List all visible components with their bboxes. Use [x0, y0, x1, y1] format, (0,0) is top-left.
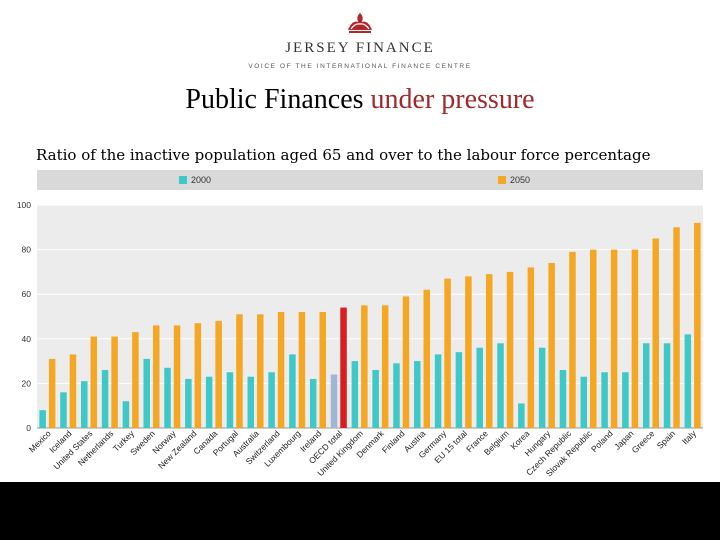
slide-title-main: Public Finances: [185, 84, 364, 115]
bar-2050: [569, 251, 576, 428]
bar-2000: [497, 343, 504, 428]
bar-2050: [90, 336, 98, 428]
bar-2050: [590, 249, 597, 428]
bar-2050: [694, 222, 701, 428]
bar-2050: [610, 249, 618, 428]
bar-2050: [402, 296, 410, 428]
bar-2050: [548, 262, 555, 428]
bar-2000: [143, 358, 150, 428]
y-tick-label: 40: [22, 334, 32, 344]
slide-title-accent: under pressure: [370, 84, 535, 115]
y-tick-label: 0: [26, 423, 31, 433]
bar-2000: [622, 372, 629, 428]
bar-2000: [185, 378, 192, 428]
bar-2000: [101, 370, 109, 428]
x-tick-label: Spain: [655, 428, 678, 451]
bar-2000: [81, 381, 88, 428]
y-tick-label: 60: [22, 289, 32, 299]
x-tick-label: Finland: [380, 428, 407, 455]
bar-2000: [434, 354, 442, 428]
bar-2050: [319, 312, 326, 428]
bar-2000: [122, 401, 130, 428]
slide-title: Public Finances under pressure: [0, 84, 720, 116]
bar-2050: [132, 332, 139, 428]
bar-2050: [48, 358, 56, 428]
bar-2050: [173, 325, 181, 428]
bar-2000: [684, 334, 692, 428]
bar-2000: [60, 392, 67, 428]
bar-2000: [601, 372, 608, 428]
bar-2000: [351, 361, 359, 428]
bar-2000: [393, 363, 400, 428]
bar-2050: [111, 336, 118, 428]
bar-2050: [652, 238, 659, 428]
bar-2000: [663, 343, 671, 428]
bar-2000: [289, 354, 296, 428]
bar-2050: [527, 267, 535, 428]
bar-2000: [518, 403, 525, 428]
bar-2050: [340, 307, 347, 428]
legend-label-2000: 2000: [191, 175, 211, 185]
bar-2000: [268, 372, 275, 428]
bar-2050: [465, 276, 472, 428]
bar-2050: [444, 278, 451, 428]
bar-2000: [205, 376, 213, 428]
bar-chart: 2000 2050 0 20 40 60 80 100 Mexico Iceland United …: [0, 162, 720, 482]
footer-bar: [0, 482, 720, 540]
bar-2050: [361, 305, 368, 428]
bar-2050: [194, 323, 202, 428]
x-tick-label: Poland: [589, 428, 615, 454]
bar-2000: [247, 376, 255, 428]
bar-2000: [559, 370, 567, 428]
bar-2050: [506, 271, 514, 428]
legend-swatch-2050: [498, 176, 506, 184]
brand-tagline: VOICE OF THE INTERNATIONAL FINANCE CENTR…: [248, 63, 472, 70]
jersey-finance-logo: JERSEY FINANCE VOICE OF THE INTERNATIONA…: [0, 10, 720, 80]
chart-subtitle: Ratio of the inactive population aged 65…: [36, 146, 651, 164]
bar-2050: [257, 314, 264, 428]
bar-2050: [69, 354, 77, 428]
bar-2050: [631, 249, 639, 428]
bar-2000: [330, 374, 338, 428]
bar-2050: [277, 312, 285, 428]
bar-2000: [580, 376, 588, 428]
legend-label-2050: 2050: [510, 175, 530, 185]
bar-2050: [298, 312, 306, 428]
bar-2000: [414, 361, 421, 428]
bar-2050: [485, 274, 493, 428]
bar-2050: [381, 305, 389, 428]
bar-2000: [476, 347, 483, 428]
bar-2050: [215, 320, 222, 428]
bar-2050: [236, 314, 243, 428]
y-tick-label: 80: [22, 245, 32, 255]
legend-swatch-2000: [179, 176, 187, 184]
brand-name: JERSEY FINANCE: [285, 40, 435, 56]
bar-2050: [673, 227, 680, 428]
chart-svg: 2000 2050020406080100MexicoIcelandUnited …: [17, 170, 703, 479]
bar-2000: [309, 378, 317, 428]
crest-icon: [348, 13, 372, 33]
bar-2000: [226, 372, 234, 428]
bar-2000: [455, 352, 463, 428]
bar-2050: [152, 325, 160, 428]
bar-2050: [423, 289, 431, 428]
legend-band: [37, 170, 703, 190]
bar-2000: [164, 367, 171, 428]
y-tick-label: 20: [22, 378, 32, 388]
bar-2000: [39, 410, 46, 428]
y-tick-label: 100: [17, 200, 31, 210]
bar-2000: [642, 343, 650, 428]
bar-2000: [372, 370, 379, 428]
x-tick-label: Italy: [680, 428, 699, 447]
bar-2000: [538, 347, 546, 428]
x-tick-label: Greece: [630, 428, 657, 455]
